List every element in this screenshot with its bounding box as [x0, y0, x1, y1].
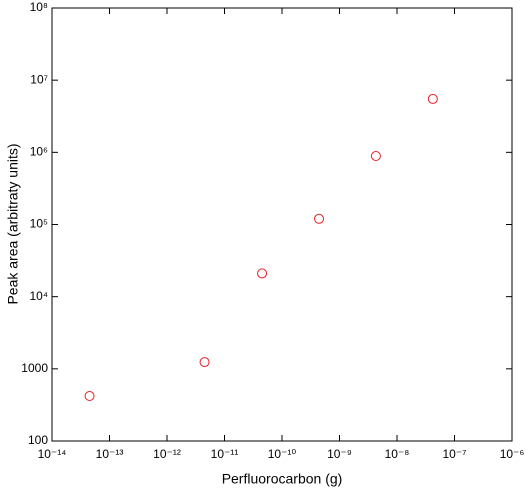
- x-tick-label: 10⁻¹⁴: [38, 447, 67, 461]
- y-tick-label: 10⁶: [30, 145, 48, 159]
- x-tick-label: 10⁻⁶: [500, 447, 525, 461]
- y-tick-label: 10⁵: [30, 217, 48, 231]
- y-tick-label: 1000: [21, 361, 48, 375]
- plot-frame: [51, 7, 513, 442]
- y-tick-label: 10⁴: [29, 289, 48, 303]
- point: [199, 357, 210, 368]
- x-axis-title: Perfluorocarbon (g): [222, 471, 343, 487]
- y-tick-label: 100: [28, 433, 48, 447]
- y-axis-title: Peak area (arbitraty units): [5, 143, 21, 304]
- x-tick-label: 10⁻¹¹: [211, 447, 239, 461]
- y-tick-label: 10⁸: [30, 0, 48, 14]
- point: [257, 268, 268, 279]
- x-tick-label: 10⁻⁹: [327, 447, 352, 461]
- x-tick-label: 10⁻¹³: [96, 447, 124, 461]
- y-tick-label: 10⁷: [30, 72, 48, 86]
- point: [84, 391, 95, 402]
- point: [427, 93, 438, 104]
- x-tick-label: 10⁻⁷: [442, 447, 466, 461]
- x-tick-label: 10⁻¹⁰: [268, 447, 297, 461]
- point: [370, 150, 381, 161]
- x-tick-label: 10⁻⁸: [385, 447, 410, 461]
- point: [313, 213, 324, 224]
- x-tick-label: 10⁻¹²: [153, 447, 181, 461]
